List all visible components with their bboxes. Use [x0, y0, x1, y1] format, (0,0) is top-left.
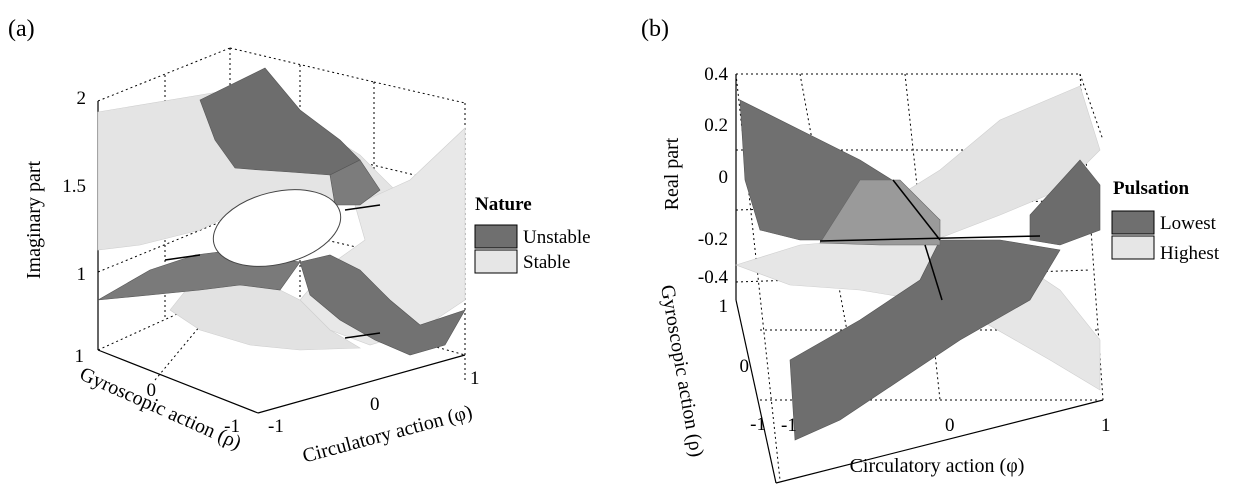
panel-b-z-tick-neg0-4: -0.4 [698, 267, 729, 288]
panel-a-legend-label-stable: Stable [523, 252, 571, 273]
panel-a-y-tick-neg1: -1 [224, 416, 240, 437]
panel-a-z-tick-1: 1 [77, 264, 87, 285]
panel-b-legend-swatch-lowest [1111, 210, 1155, 235]
panel-b-x-tick-0: 0 [945, 415, 955, 436]
panel-a-ticks: 2 1.5 1 1 0 -1 -1 0 1 [62, 88, 479, 437]
panel-b-x-tick-1: 1 [1101, 415, 1111, 436]
panel-b-z-axis-label: Real part [661, 137, 683, 210]
panel-a-x-tick-0: 0 [370, 394, 380, 415]
panel-a-y-tick-1: 1 [75, 346, 85, 367]
panel-a-surface-hole [212, 189, 342, 267]
panel-a-x-tick-neg1: -1 [268, 416, 284, 437]
panel-b-ticks: 0.4 0.2 0 -0.2 -0.4 1 0 -1 -1 0 1 [698, 64, 1111, 436]
panel-b-z-tick-0: 0 [719, 167, 729, 188]
panel-a-z-tick-1-5: 1.5 [62, 176, 86, 197]
panel-b-y-axis-label: Gyroscopic action (ρ) [656, 283, 708, 459]
panel-a-unstable-surface-mid [329, 159, 381, 206]
panel-a-legend-swatch-stable [474, 249, 518, 274]
panel-b-z-tick-0-2: 0.2 [704, 115, 728, 136]
panel-a-y-axis-label: Gyroscopic action (ρ) [76, 363, 244, 454]
panel-b-lowest-surface-right [1029, 159, 1101, 246]
panel-b-y-tick-neg1: -1 [750, 414, 766, 435]
panel-b-z-tick-0-4: 0.4 [704, 64, 728, 85]
panel-b-legend: Pulsation Lowest Highest [1111, 178, 1220, 264]
panel-b-mid-overlap [819, 179, 941, 246]
panel-b-legend-label-highest: Highest [1160, 243, 1220, 264]
panel-b: (b) [641, 16, 1220, 484]
panel-a-legend-swatch-unstable [474, 224, 518, 249]
panel-a-x-tick-1: 1 [470, 368, 480, 389]
panel-a-legend: Nature Unstable Stable [474, 194, 591, 274]
panel-b-y-tick-1: 1 [719, 296, 729, 317]
panel-a-z-axis-label: Imaginary part [23, 160, 45, 279]
panel-b-surface [735, 85, 1101, 441]
panel-b-x-axis-label: Circulatory action (φ) [850, 455, 1025, 477]
panel-a: (a) [8, 16, 591, 467]
panel-a-surface [97, 67, 466, 356]
panel-b-y-tick-0: 0 [740, 356, 750, 377]
panel-a-label: (a) [8, 16, 35, 42]
panel-b-legend-label-lowest: Lowest [1160, 213, 1217, 234]
panel-b-lowest-surface-front [789, 239, 1061, 441]
panel-a-unstable-surface-right [299, 254, 466, 356]
panel-a-legend-label-unstable: Unstable [523, 227, 591, 248]
panel-a-y-tick-0: 0 [147, 380, 157, 401]
panel-b-z-tick-neg0-2: -0.2 [698, 229, 728, 250]
panel-b-x-tick-neg1: -1 [781, 415, 797, 436]
panel-b-legend-title: Pulsation [1113, 178, 1189, 199]
panel-b-axes [735, 74, 1104, 484]
panel-b-label: (b) [641, 16, 669, 42]
panel-a-legend-title: Nature [475, 194, 532, 215]
panel-a-x-axis-label: Circulatory action (φ) [300, 401, 475, 467]
panel-a-z-tick-2: 2 [77, 88, 87, 109]
panel-b-legend-swatch-highest [1111, 235, 1155, 260]
